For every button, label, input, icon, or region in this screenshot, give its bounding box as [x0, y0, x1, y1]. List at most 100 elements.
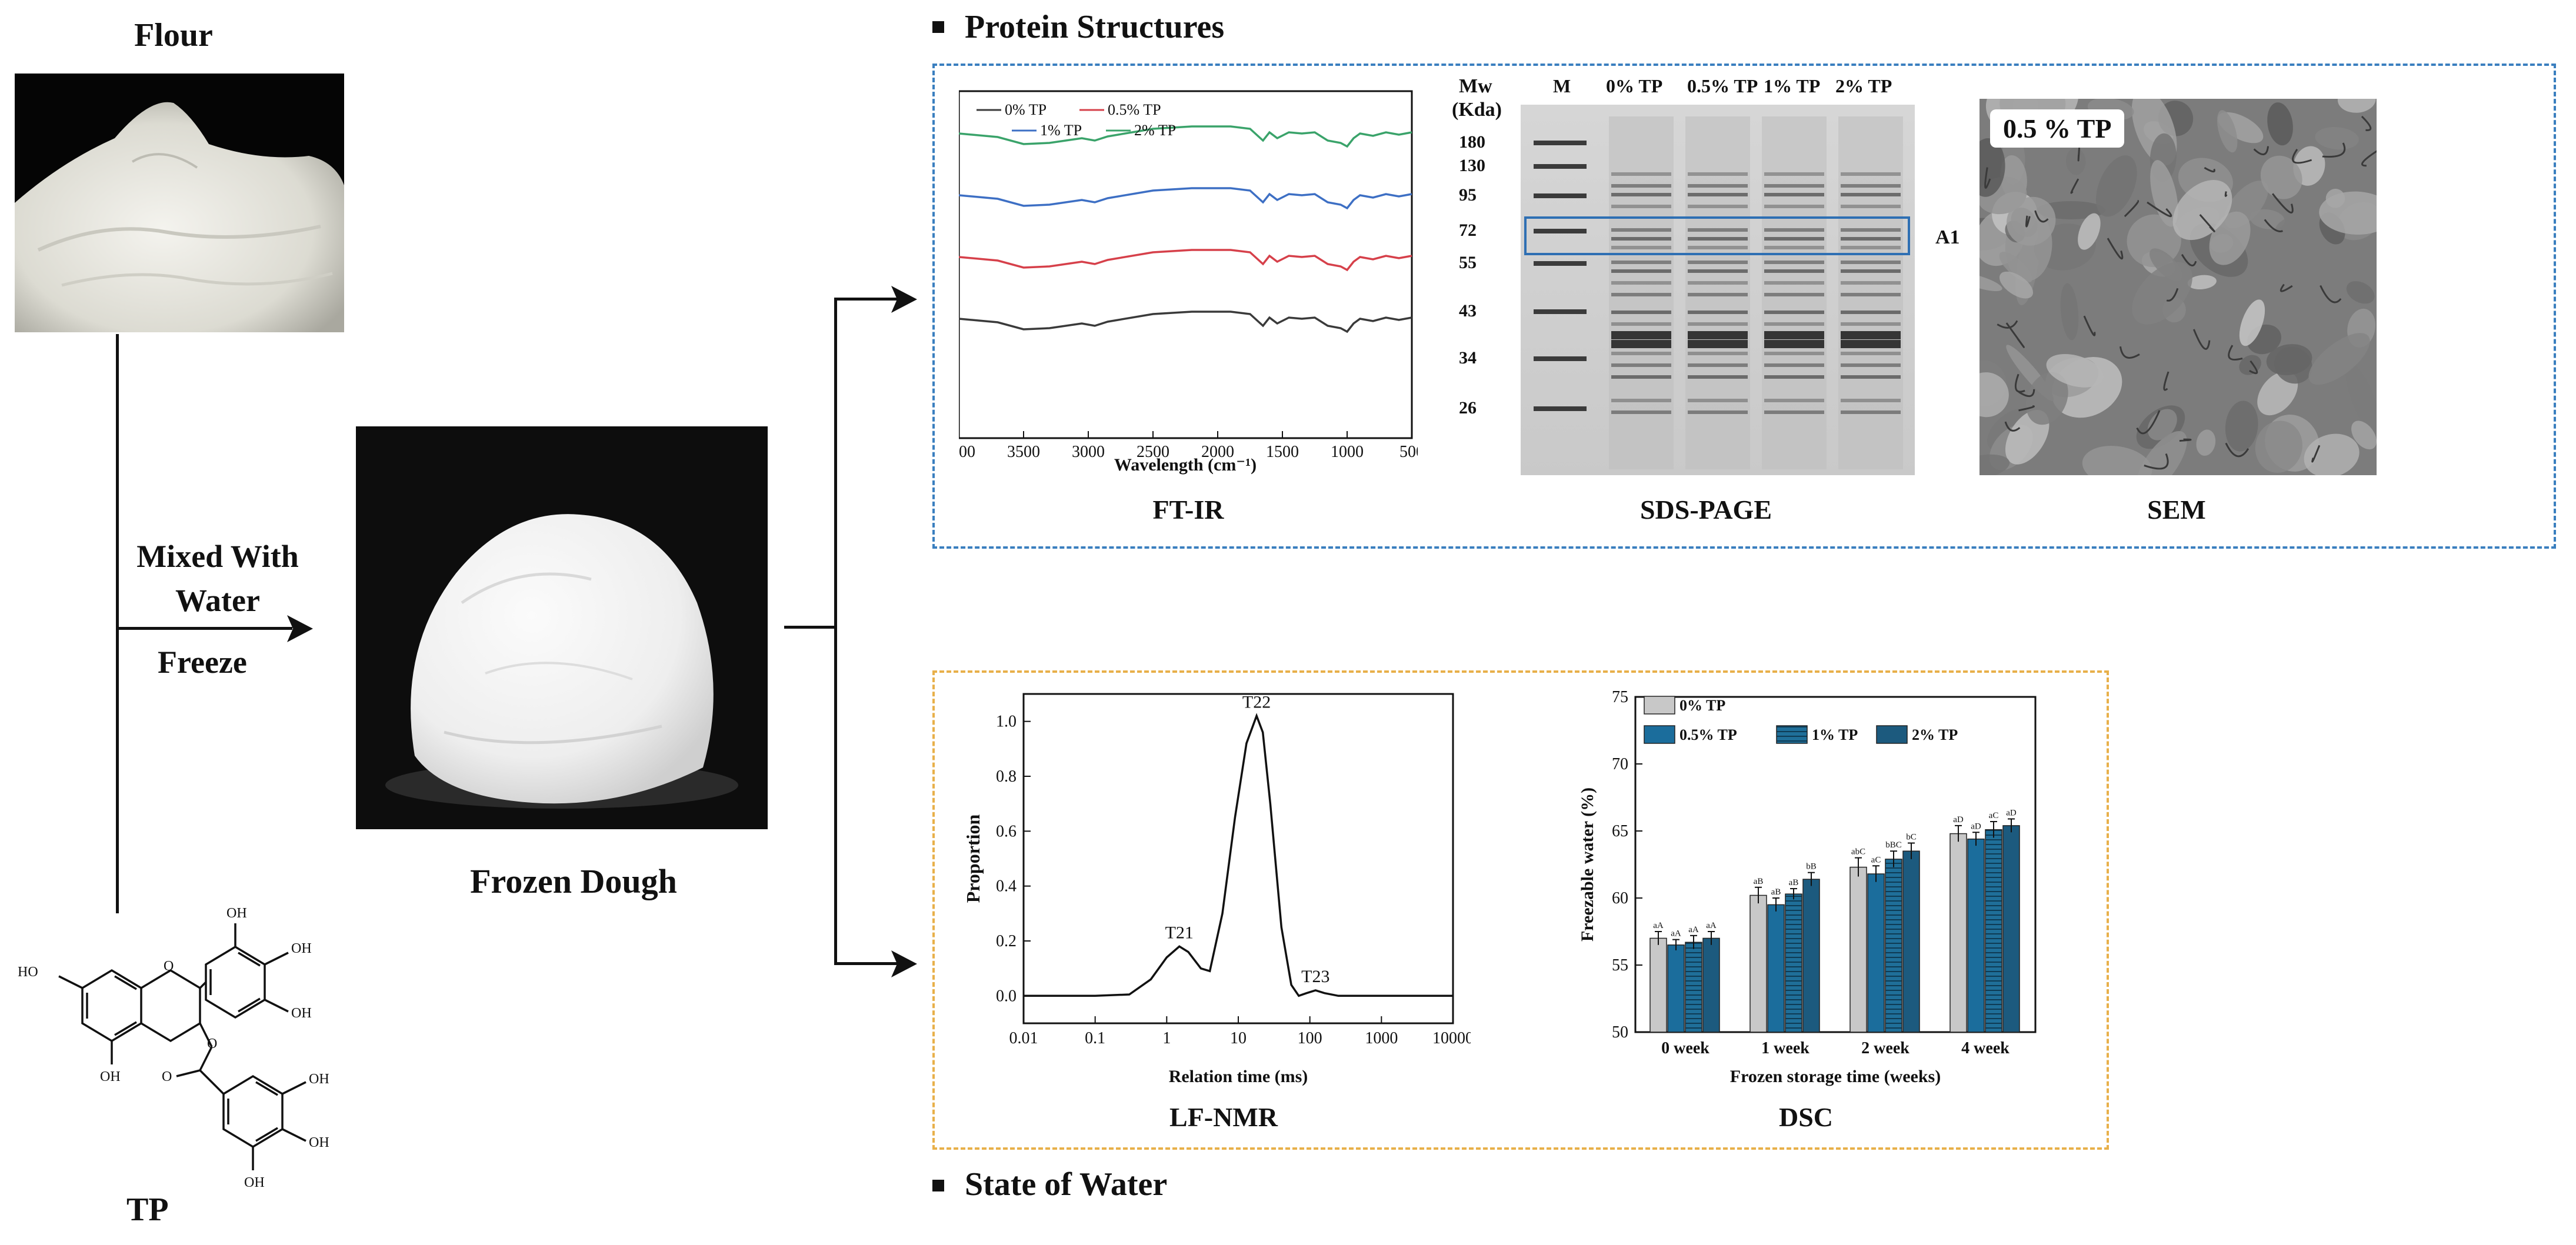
- dsc-sig-label: aD: [1953, 815, 1964, 825]
- dsc-frame: [1634, 696, 2037, 1033]
- sds-a1-highlight: [1524, 216, 1910, 255]
- lfnmr-peak-label: T21: [1165, 923, 1194, 942]
- dsc-sig-label: aB: [1789, 878, 1799, 887]
- sds-sample-band: [1764, 205, 1824, 208]
- sem-crack: [2249, 360, 2258, 375]
- sds-sample-band: [1611, 281, 1671, 285]
- sds-sample-band: [1611, 193, 1671, 196]
- sds-sample-band: [1688, 246, 1748, 249]
- sds-sample-band: [1688, 410, 1748, 414]
- sds-marker-band: [1534, 406, 1587, 411]
- sds-lane: [1685, 116, 1750, 469]
- sds-sample-band: [1688, 399, 1748, 402]
- sds-lane-label: 2% TP: [1835, 75, 1892, 96]
- sem-tag: 0.5 % TP: [1990, 109, 2125, 148]
- sem-crack: [2018, 389, 2035, 397]
- lfnmr-xtick-label: 0.1: [1085, 1029, 1105, 1047]
- lfnmr-ytick-label: 0.4: [996, 877, 1017, 896]
- tp-molecule: HO OH OH OH OH OH OH OH O O O: [18, 906, 329, 1190]
- sds-sample-band: [1764, 237, 1824, 241]
- ftir-tick-label: 4000: [959, 443, 975, 461]
- sem-crack: [2163, 371, 2170, 391]
- dsc-bar: [1902, 850, 1920, 1033]
- sds-sample-band: [1688, 311, 1748, 314]
- dsc-sig-label: bB: [1806, 862, 1817, 872]
- sds-sample-band: [1764, 246, 1824, 249]
- sem-crack: [2014, 373, 2025, 393]
- sem-texture: [1980, 99, 2377, 475]
- sds-sample-band: [1841, 281, 1901, 285]
- sem-particle: [2082, 446, 2152, 475]
- dsc-category-label: 0 week: [1661, 1039, 1709, 1057]
- sds-marker-band: [1534, 164, 1587, 169]
- process-text-mixed: Mixed With: [136, 539, 299, 574]
- lfnmr-xlabel: Relation time (ms): [1169, 1067, 1308, 1086]
- dsc-bar: [1667, 944, 1685, 1033]
- sem-crack: [1984, 167, 1991, 189]
- sds-sample-band: [1764, 311, 1824, 314]
- sds-sample-band: [1764, 293, 1824, 296]
- sds-lane-label: 0% TP: [1606, 75, 1663, 96]
- sds-caption: SDS-PAGE: [1639, 495, 1772, 525]
- sds-sample-band: [1611, 261, 1671, 264]
- sem-crack: [2144, 453, 2169, 470]
- sds-gel-image: [1521, 105, 1915, 475]
- dsc-sig-label: aB: [1771, 887, 1781, 897]
- dsc-category-label: 2 week: [1861, 1039, 1909, 1057]
- sem-particle: [1980, 372, 2009, 418]
- sem-crack: [2119, 346, 2140, 359]
- sds-sample-band: [1688, 340, 1748, 348]
- branch-line-v: [834, 298, 837, 964]
- sem-crack: [2034, 210, 2049, 223]
- ftir-tick-label: 3500: [1007, 443, 1040, 461]
- ftir-caption: FT-IR: [1152, 495, 1224, 525]
- dsc-sig-label: aD: [2006, 808, 2017, 817]
- sem-particle: [2066, 148, 2086, 175]
- sem-crack: [2005, 322, 2025, 348]
- process-arrow-head: [287, 615, 313, 642]
- sem-image: 0.5 % TP: [1980, 99, 2377, 475]
- sds-sample-band: [1688, 352, 1748, 355]
- sds-marker-label: 95: [1459, 185, 1477, 205]
- dsc-ytick-label: 50: [1612, 1023, 1628, 1042]
- sem-particle: [2147, 409, 2177, 440]
- tp-label: TP: [126, 1191, 169, 1228]
- sds-marker-band: [1534, 309, 1587, 314]
- branch-arrow-top-shaft: [834, 298, 899, 301]
- branch-arrow-top-head: [891, 286, 917, 313]
- dsc-legend-swatch: [1644, 696, 1675, 715]
- sds-sample-band: [1764, 193, 1824, 196]
- tp-oh-label-6: OH: [309, 1135, 329, 1150]
- tp-oh-label-7: OH: [244, 1175, 265, 1190]
- sds-lane-label: 0.5% TP: [1687, 75, 1758, 96]
- dsc-bar: [1950, 833, 1967, 1033]
- sds-sample-band: [1841, 399, 1901, 402]
- lfnmr-ytick-label: 0.6: [996, 822, 1017, 840]
- sds-sample-band: [1688, 269, 1748, 273]
- dsc-legend-swatch: [1644, 725, 1675, 744]
- sds-sample-band: [1841, 246, 1901, 249]
- dsc-legend-swatch: [1876, 725, 1908, 744]
- ftir-legend-label: 2% TP: [1134, 122, 1176, 139]
- sds-sample-band: [1688, 184, 1748, 188]
- process-arrow-shaft: [116, 627, 292, 630]
- sem-particle: [2217, 110, 2238, 153]
- sem-crack: [2192, 329, 2211, 350]
- ftir-panel: 4000 3500 3000 2500 2000 1500 1000 500 0% TP 0.5…: [942, 88, 1424, 476]
- sds-sample-band: [1688, 172, 1748, 176]
- protein-bullet: [932, 21, 944, 33]
- sem-particle: [2337, 99, 2376, 113]
- branch-arrow-bottom-head: [891, 950, 917, 977]
- sem-crack: [2124, 199, 2140, 218]
- lfnmr-xtick-label: 1: [1162, 1029, 1171, 1047]
- sem-particle: [2319, 191, 2377, 235]
- tp-ho-label: HO: [18, 964, 38, 980]
- dsc-bar: [1849, 866, 1867, 1033]
- lfnmr-frame: [1022, 693, 1454, 1024]
- sem-particle: [2150, 248, 2182, 281]
- dsc-bar: [1967, 838, 1985, 1033]
- sds-marker-label: 43: [1459, 301, 1477, 321]
- sem-particle: [2046, 353, 2104, 388]
- dsc-sig-label: aA: [1653, 921, 1664, 930]
- sds-lane: [1838, 116, 1903, 469]
